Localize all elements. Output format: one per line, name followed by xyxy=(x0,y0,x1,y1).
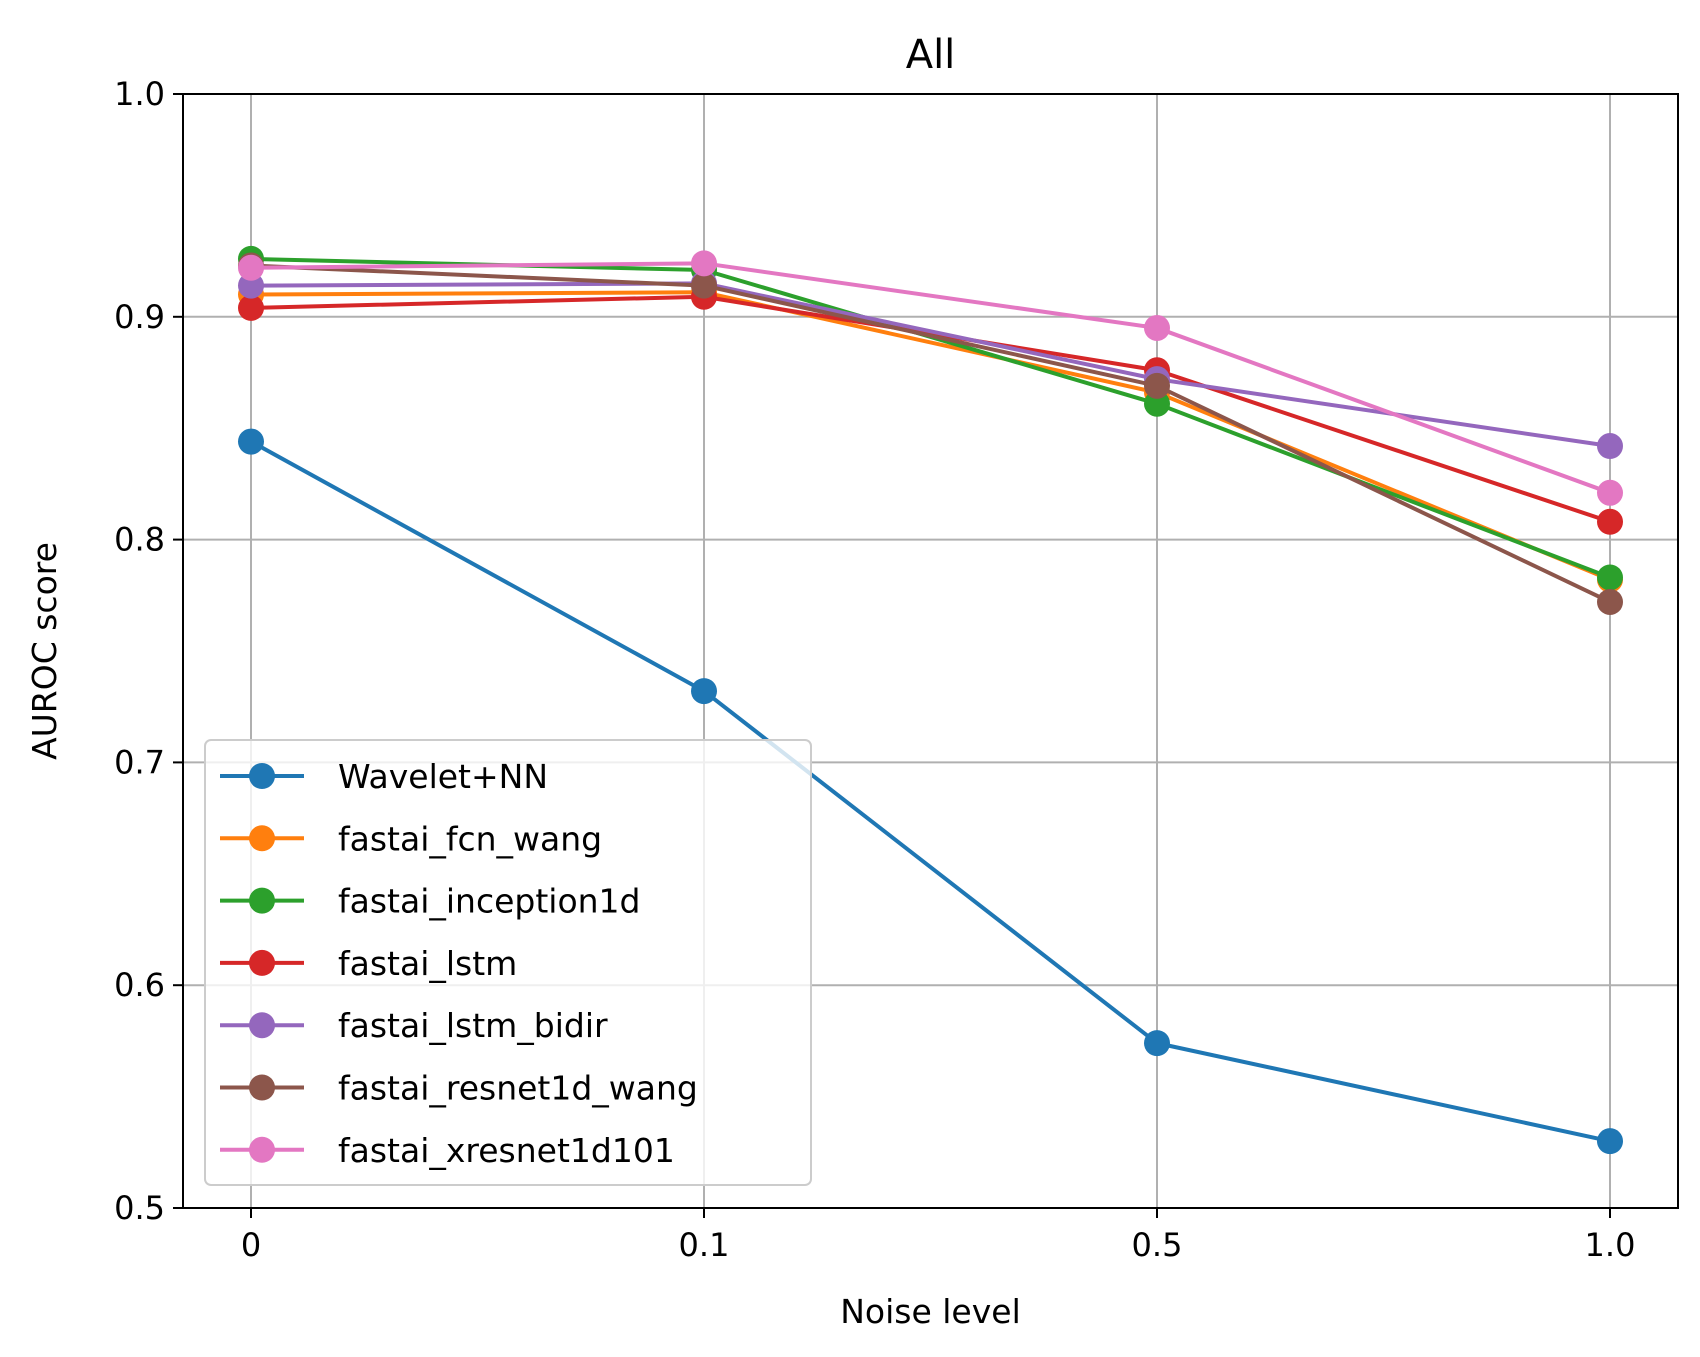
data-point xyxy=(238,254,264,281)
x-tick-label: 0.5 xyxy=(1132,1226,1183,1264)
legend-marker xyxy=(249,825,275,852)
legend-entry: fastai_xresnet1d101 xyxy=(220,1131,675,1170)
x-tick-label: 0 xyxy=(241,1226,261,1264)
legend-label: fastai_resnet1d_wang xyxy=(338,1069,698,1108)
y-tick-label: 0.6 xyxy=(114,966,165,1004)
legend-marker xyxy=(249,763,275,789)
data-point xyxy=(1144,372,1170,399)
series-line xyxy=(250,261,1611,495)
series-Wavelet+NN xyxy=(238,428,1623,1155)
y-axis-label: AUROC score xyxy=(25,542,64,760)
chart-title: All xyxy=(906,32,956,78)
y-tick-label: 0.8 xyxy=(114,521,165,559)
legend-entry: fastai_resnet1d_wang xyxy=(220,1069,698,1108)
data-point xyxy=(238,428,264,455)
series-fastai_xresnet1d101 xyxy=(238,250,1623,506)
x-tick-label: 0.1 xyxy=(679,1226,730,1264)
series-line xyxy=(250,290,1611,582)
legend-marker xyxy=(249,1136,275,1163)
data-point xyxy=(1144,1030,1170,1057)
data-point xyxy=(1597,433,1623,460)
legend-box xyxy=(204,739,812,1186)
legend-label: fastai_fcn_wang xyxy=(338,819,602,858)
y-tick-label: 0.7 xyxy=(114,743,165,781)
legend-entry: Wavelet+NN xyxy=(220,757,548,796)
legend-entry: fastai_fcn_wang xyxy=(220,819,602,858)
legend-label: fastai_xresnet1d101 xyxy=(338,1131,675,1170)
legend-marker xyxy=(249,949,275,976)
axis-ticks: 0 0.1 0.5 1.0 0.5 0.6 0.7 0.8 0.9 1.0 xyxy=(114,75,1635,1264)
data-point xyxy=(691,272,717,299)
data-point xyxy=(1597,479,1623,506)
data-point xyxy=(1144,390,1170,417)
legend-entry: fastai_inception1d xyxy=(220,882,641,921)
data-point xyxy=(691,250,717,277)
legend-marker xyxy=(249,1012,275,1039)
series-line xyxy=(250,294,1611,524)
legend-label: fastai_inception1d xyxy=(338,882,641,921)
legend-entry: fastai_lstm_bidir xyxy=(220,1006,608,1045)
data-point xyxy=(238,272,264,299)
data-point xyxy=(1597,508,1623,535)
data-point xyxy=(238,294,264,321)
series-lines xyxy=(238,245,1623,1155)
legend-marker xyxy=(249,887,275,914)
data-point xyxy=(1144,314,1170,341)
data-point xyxy=(691,678,717,705)
x-axis-label: Noise level xyxy=(840,1292,1021,1331)
x-tick-label: 1.0 xyxy=(1585,1226,1636,1264)
y-tick-label: 0.5 xyxy=(114,1189,165,1227)
data-point xyxy=(1597,564,1623,591)
data-point xyxy=(1597,588,1623,615)
series-line xyxy=(250,439,1611,1144)
legend-label: Wavelet+NN xyxy=(338,757,548,796)
series-line xyxy=(250,281,1611,449)
legend-label: fastai_lstm_bidir xyxy=(338,1006,608,1045)
legend-label: fastai_lstm xyxy=(338,944,517,983)
data-point xyxy=(1597,1128,1623,1155)
plot-frame xyxy=(182,93,1679,1209)
legend-entry: fastai_lstm xyxy=(220,944,517,983)
y-tick-label: 0.9 xyxy=(114,298,165,336)
legend-marker xyxy=(249,1074,275,1101)
y-tick-label: 1.0 xyxy=(114,75,165,113)
legend: Wavelet+NN fastai_fcn_wang fastai_inceptio… xyxy=(204,739,812,1186)
series-line xyxy=(250,263,1611,604)
